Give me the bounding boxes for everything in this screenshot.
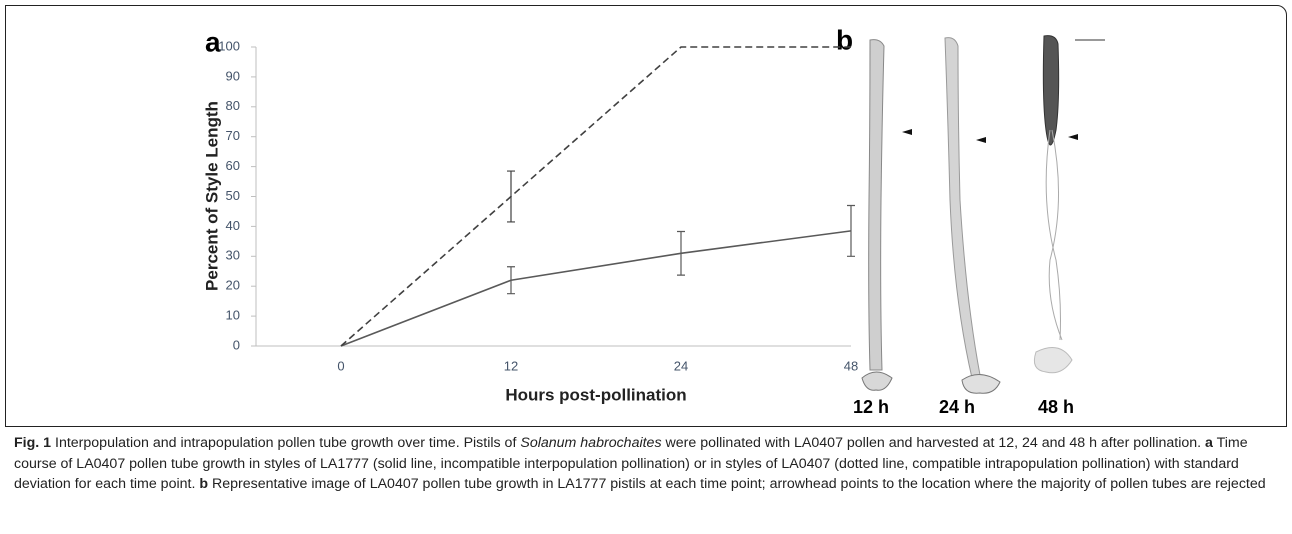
caption-fig: Fig. 1 [14,435,51,451]
caption-text: were pollinated with LA0407 pollen and h… [666,435,1202,451]
caption-panel: b [199,476,208,492]
y-tick-label: 50 [226,188,240,203]
data-line [341,47,851,346]
y-tick-label: 0 [233,337,240,352]
y-tick-label: 60 [226,158,240,173]
x-tick-label: 12 [504,358,518,373]
time-label: 48 h [1038,397,1074,417]
time-label: 24 h [939,397,975,417]
y-tick-label: 30 [226,248,240,263]
y-tick-label: 70 [226,128,240,143]
data-line [341,231,851,346]
page: a Hours post-pollination Percent of Styl… [0,0,1292,534]
x-tick-label: 48 [844,358,858,373]
caption-panel: a [1205,435,1213,451]
x-axis-title: Hours post-pollination [505,385,686,404]
panel-label: b [836,24,853,55]
y-tick-label: 90 [226,68,240,83]
x-tick-label: 24 [674,358,688,373]
pistil-images [862,36,1105,394]
caption-text: Interpopulation and intrapopulation poll… [55,435,516,451]
time-label: 12 h [853,397,889,417]
x-tick-label: 0 [337,358,344,373]
y-tick-label: 100 [218,38,240,53]
y-tick-label: 80 [226,98,240,113]
y-tick-label: 20 [226,278,240,293]
caption: Fig. 1 Interpopulation and intrapopulati… [14,433,1279,495]
caption-species: Solanum habrochaites [520,435,661,451]
error-bar [507,171,515,222]
y-tick-label: 40 [226,218,240,233]
chart: a Hours post-pollination Percent of Styl… [0,0,1292,430]
caption-text: Representative image of LA0407 pollen tu… [212,476,1266,492]
y-axis-title: Percent of Style Length [202,101,221,291]
y-tick-label: 10 [226,308,240,323]
